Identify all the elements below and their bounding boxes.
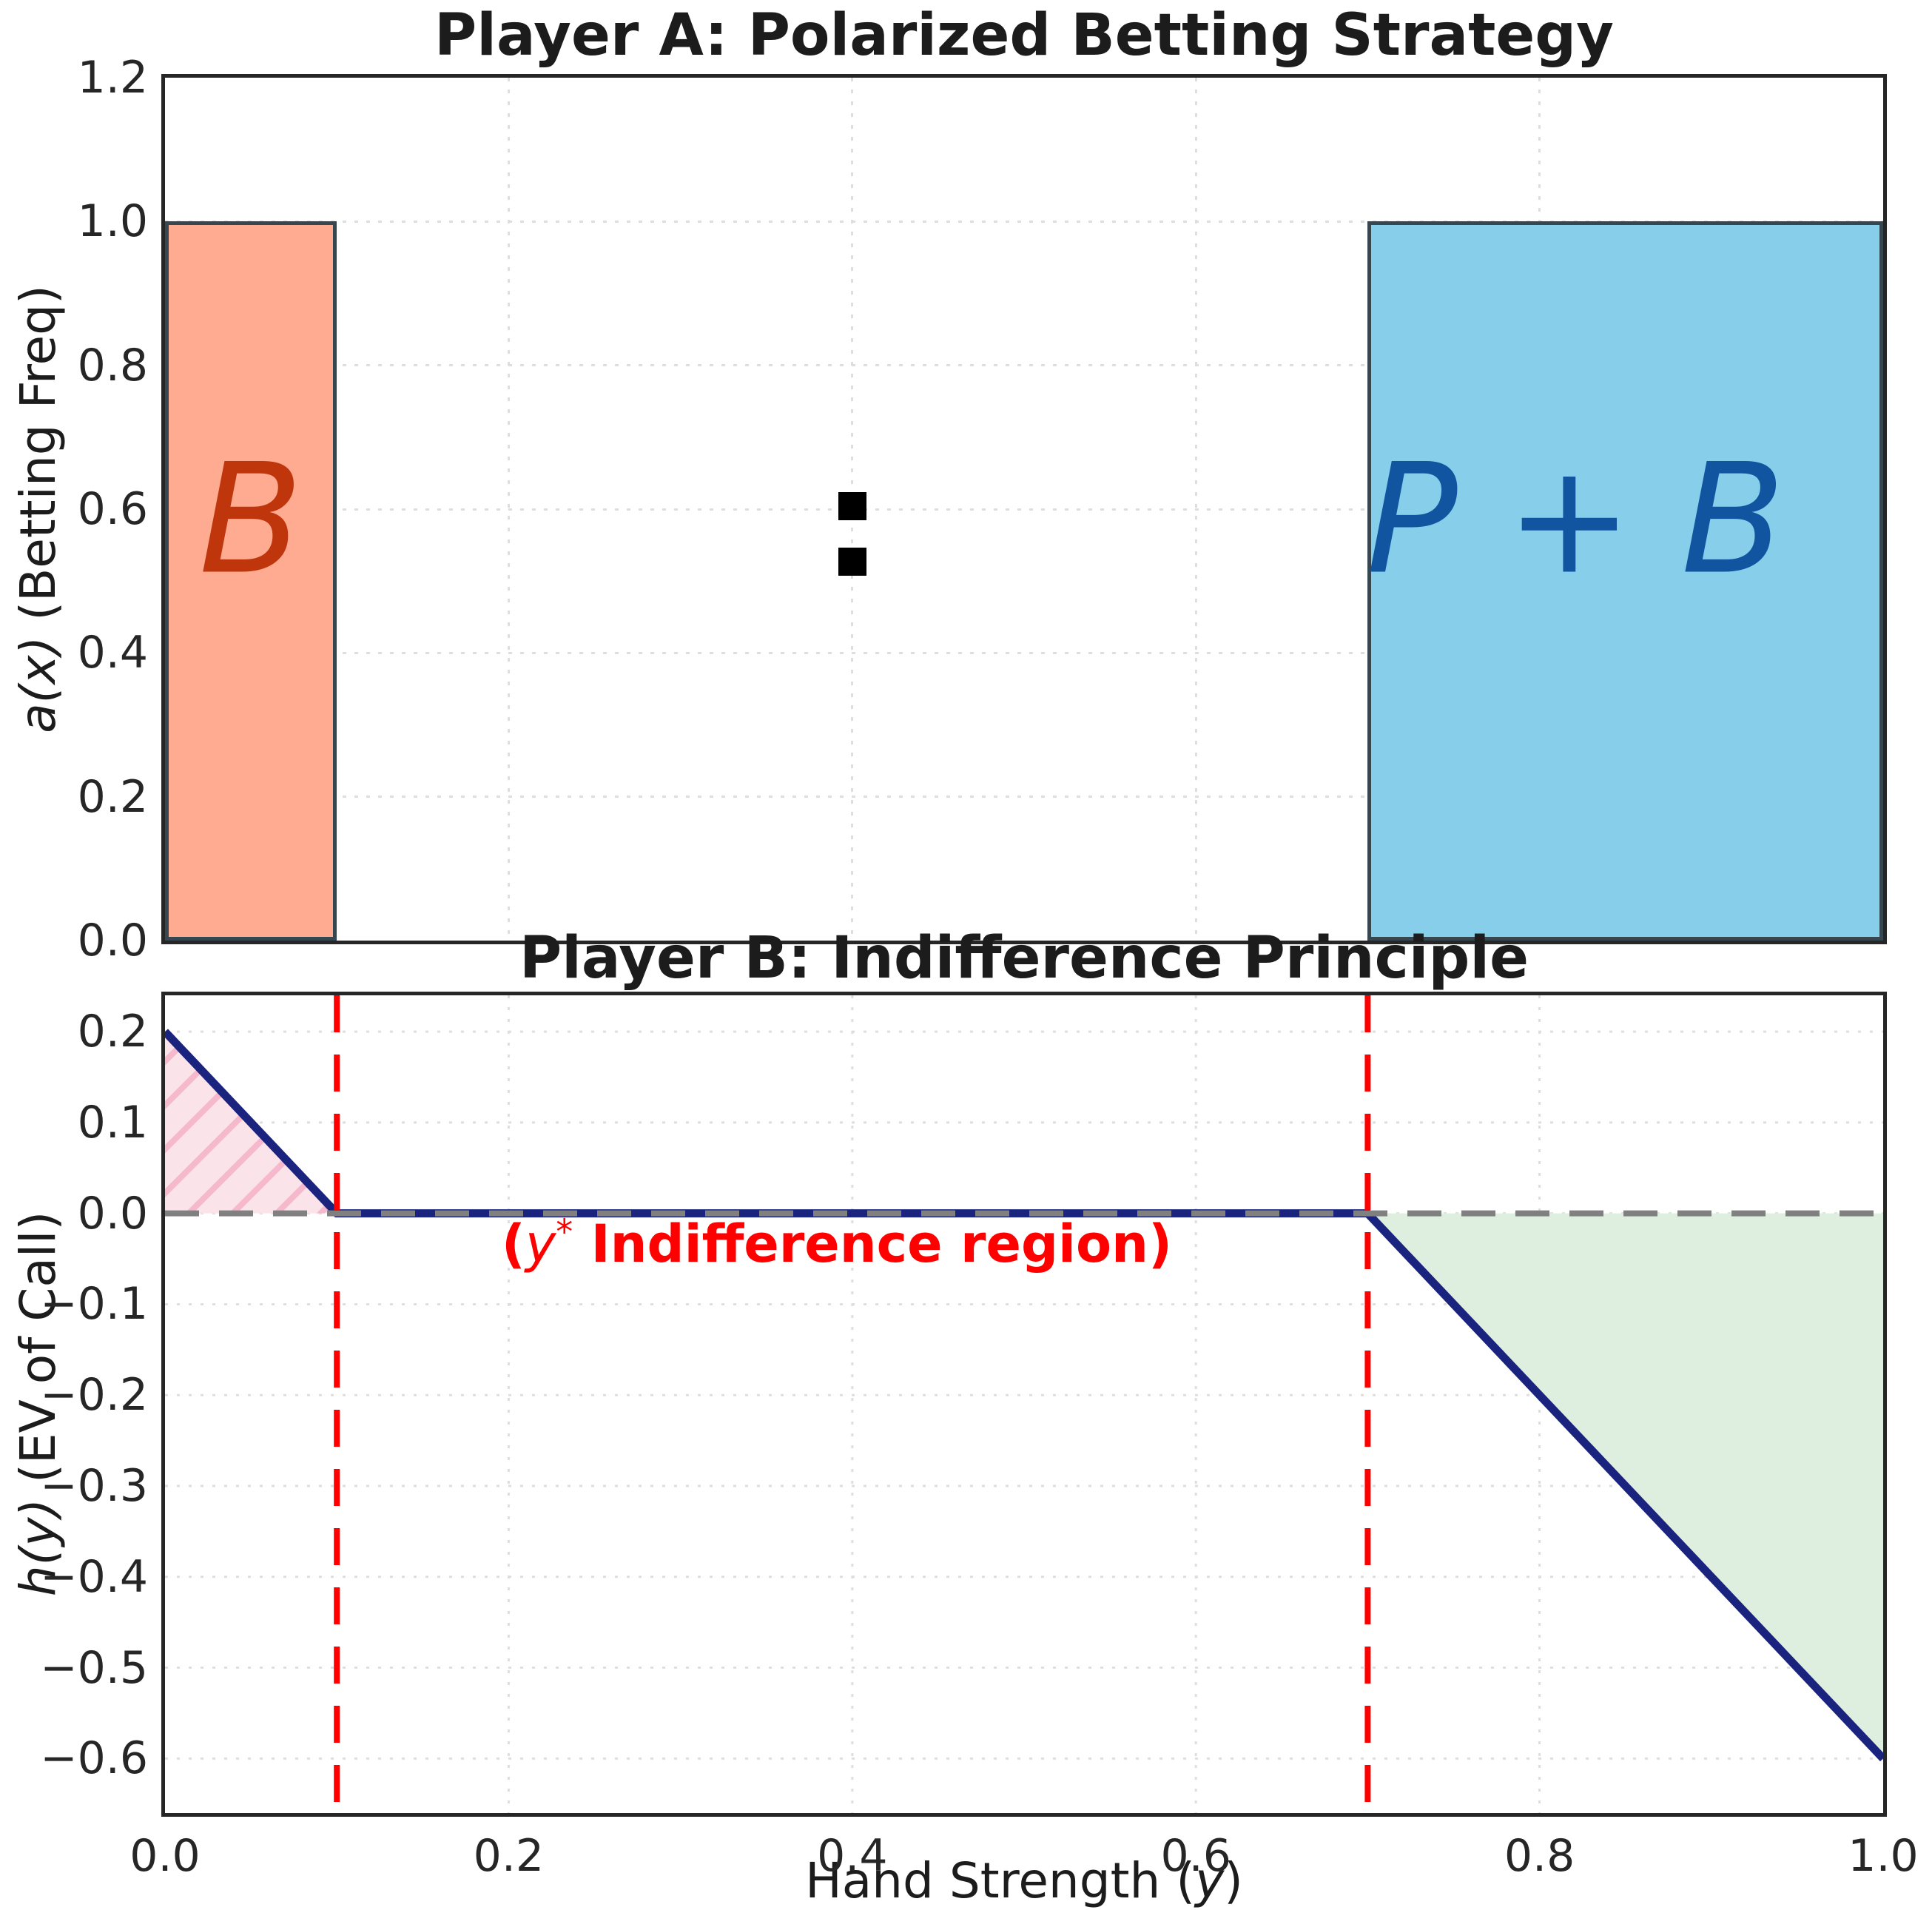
top-y-tick-label: 1.0: [77, 195, 148, 248]
bottom-y-tick-label: −0.6: [40, 1732, 148, 1785]
bottom-y-tick-label: −0.4: [40, 1550, 148, 1603]
x-axis-label-pre: Hand Strength (: [805, 1852, 1196, 1909]
bottom-plot-title: Player B: Indifference Principle: [519, 925, 1529, 992]
bottom-y-tick-label: −0.1: [40, 1278, 148, 1331]
bar-label-value-region: P + B: [1366, 431, 1785, 608]
top-axes: B P + B: [161, 74, 1887, 944]
top-y-tick-label: 1.2: [77, 52, 148, 104]
x-axis-label-post: ): [1224, 1852, 1243, 1909]
bottom-y-tick-label: −0.2: [40, 1369, 148, 1422]
bottom-y-axis-label-rest: (EV of Call): [10, 1211, 67, 1499]
bottom-axes: [161, 992, 1887, 1817]
top-grid-line-y: [165, 508, 1883, 511]
annotation-variable: y: [525, 1214, 556, 1275]
bottom-plot-canvas: [165, 995, 1883, 1813]
annotation-superscript-star: *: [556, 1212, 573, 1253]
bottom-y-tick-label: 0.2: [77, 1006, 148, 1058]
bottom-y-tick-label: −0.3: [40, 1460, 148, 1512]
ev-of-call-line: [165, 1029, 1883, 1762]
top-y-tick-label: 0.0: [77, 915, 148, 966]
vertical-dots-marker: [838, 547, 866, 576]
top-grid-line-y: [165, 220, 1883, 223]
bottom-x-tick-label: 0.0: [129, 1830, 201, 1882]
top-grid-line-y: [165, 364, 1883, 367]
top-y-tick-label: 0.8: [77, 339, 148, 391]
top-plot-title: Player A: Polarized Betting Strategy: [434, 2, 1614, 69]
bottom-x-tick-label: 0.4: [817, 1830, 888, 1882]
bottom-x-tick-label: 0.6: [1160, 1830, 1231, 1882]
top-grid-line-y: [165, 651, 1883, 654]
top-grid-line-y: [165, 796, 1883, 798]
bottom-y-tick-label: −0.5: [40, 1641, 148, 1694]
bottom-x-tick-label: 0.2: [473, 1830, 545, 1882]
indifference-region-annotation: (y* Indifference region): [501, 1214, 1172, 1275]
x-axis-label-var: y: [1195, 1852, 1225, 1909]
bar-value-region: [1367, 221, 1883, 941]
annotation-text: Indifference region): [573, 1214, 1172, 1275]
top-y-axis-label-rest: (Betting Freq): [10, 285, 67, 636]
bar-label-bluff-region: B: [198, 431, 303, 608]
bar-bluff-region: [165, 221, 337, 941]
bottom-x-tick-label: 0.8: [1504, 1830, 1575, 1882]
bottom-x-tick-label: 1.0: [1848, 1830, 1919, 1882]
vertical-dots-marker: [838, 492, 866, 521]
top-y-tick-label: 0.2: [77, 770, 148, 823]
bottom-y-tick-label: 0.0: [77, 1187, 148, 1240]
top-y-tick-label: 0.4: [77, 627, 148, 679]
fill-bluff-catch-fold-region: [165, 1032, 337, 1214]
top-y-tick-label: 0.6: [77, 483, 148, 535]
annotation-open-paren: (: [501, 1214, 525, 1275]
bottom-y-tick-label: 0.1: [77, 1096, 148, 1149]
x-axis-label: Hand Strength (y): [805, 1854, 1243, 1908]
